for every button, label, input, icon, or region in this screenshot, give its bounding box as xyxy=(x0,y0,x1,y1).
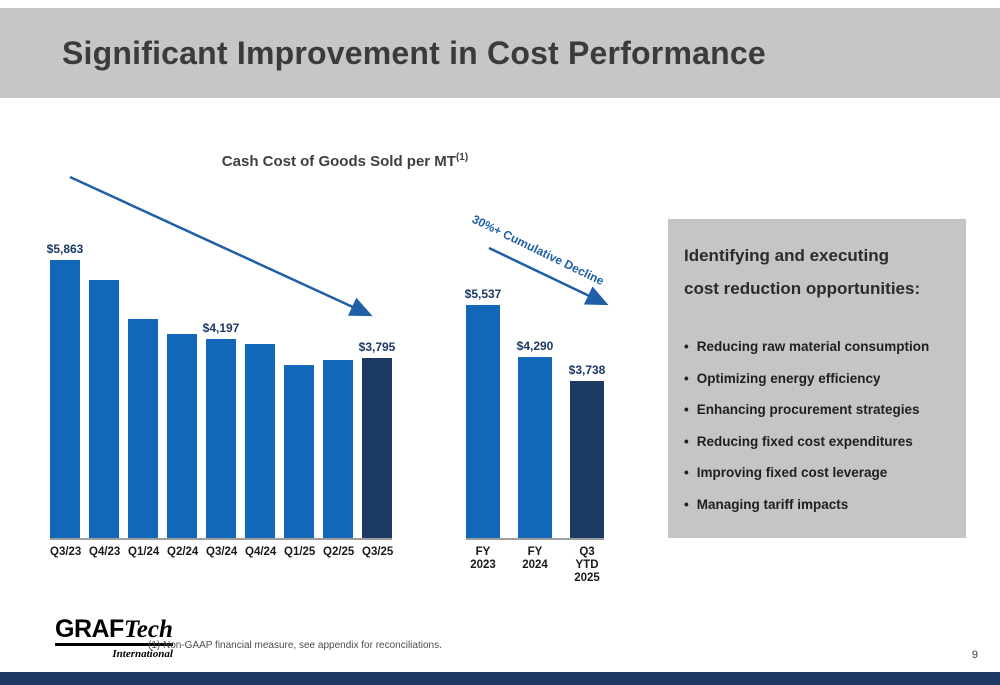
category-label: FY 2024 xyxy=(522,546,548,571)
bar-value-label: $5,863 xyxy=(46,242,84,256)
logo-part-tech: Tech xyxy=(123,616,173,643)
category-label: Q1/25 xyxy=(284,546,316,558)
quarterly-cost-bar-chart: $5,863 $4,197 $3,795 Q3/23 Q4/23 Q1/24 Q2/24 Q… xyxy=(47,230,396,559)
panel-bullet-list: • Reducing raw material consumption • Op… xyxy=(684,331,950,520)
bullet-icon: • xyxy=(684,370,689,386)
bullet-icon: • xyxy=(684,433,689,449)
bar-column xyxy=(128,301,158,538)
category-label: Q3/25 xyxy=(362,546,394,558)
bar xyxy=(167,334,197,538)
bar xyxy=(323,360,353,538)
list-item: • Enhancing procurement strategies xyxy=(684,394,950,426)
list-item: • Improving fixed cost leverage xyxy=(684,457,950,489)
bullet-text: Optimizing energy efficiency xyxy=(696,370,881,386)
bullet-icon: • xyxy=(684,402,689,417)
bar-column xyxy=(284,347,314,538)
panel-heading-line-2: cost reduction opportunities: xyxy=(684,279,921,298)
x-axis-labels: Q3/23 Q4/23 Q1/24 Q2/24 Q3/24 Q4/24 Q1/25 Q2/25… xyxy=(50,546,394,559)
bar-value-label: $3,738 xyxy=(568,363,606,377)
bar xyxy=(128,319,158,538)
category-label: Q4/24 xyxy=(245,546,277,558)
bar xyxy=(362,358,392,538)
page-number: 9 xyxy=(971,649,978,661)
bullet-text: Enhancing procurement strategies xyxy=(696,402,920,417)
bullet-text: Managing tariff impacts xyxy=(696,496,849,512)
bar-column: $5,863 xyxy=(47,242,83,538)
bar-column xyxy=(245,326,275,538)
category-label: Q1/24 xyxy=(128,546,160,558)
category-label: Q3/24 xyxy=(206,546,238,558)
list-item: • Managing tariff impacts xyxy=(684,489,950,521)
bullet-icon: • xyxy=(684,496,689,512)
list-item: • Reducing fixed cost expenditures xyxy=(684,426,950,458)
logo-subtitle: International xyxy=(112,648,173,660)
panel-heading-line-1: Identifying and executing xyxy=(684,246,889,265)
category-label: FY 2023 xyxy=(470,546,496,571)
bar xyxy=(206,339,236,538)
bullet-icon: • xyxy=(684,339,689,354)
bar-column xyxy=(323,342,353,538)
chart-title-footnote-ref: (1) xyxy=(455,152,469,163)
bullet-icon: • xyxy=(684,465,689,480)
logo-wordmark: GRAFTech xyxy=(55,617,173,646)
list-item: • Reducing raw material consumption xyxy=(684,331,950,363)
slide-header: Significant Improvement in Cost Performa… xyxy=(0,8,1000,98)
category-label: Q2/25 xyxy=(323,546,355,558)
bar-value-label: $4,290 xyxy=(516,339,554,353)
category-label: Q3 YTD 2025 xyxy=(574,546,600,584)
chart-title: Cash Cost of Goods Sold per MT(1) xyxy=(145,152,545,170)
bar-column: $5,537 xyxy=(464,287,502,538)
bar-column: $3,795 xyxy=(359,340,395,538)
footnote: (1) Non-GAAP financial measure, see appe… xyxy=(148,640,442,651)
logo-part-graf: GRAF xyxy=(55,615,124,643)
category-label: Q3/23 xyxy=(50,546,82,558)
bar-value-label: $5,537 xyxy=(464,287,502,301)
bar xyxy=(245,344,275,538)
bars-area: $5,863 $4,197 $3,795 xyxy=(47,230,395,540)
bar xyxy=(50,260,80,538)
bullet-text: Reducing fixed cost expenditures xyxy=(696,433,913,449)
bar-value-label: $4,197 xyxy=(202,321,240,335)
x-axis-labels: FY 2023 FY 2024 Q3 YTD 2025 xyxy=(466,546,604,585)
bar-column: $3,738 xyxy=(568,363,606,538)
footer-accent-bar xyxy=(0,672,1000,685)
bar-column xyxy=(167,316,197,538)
bar xyxy=(466,305,500,538)
page-title: Significant Improvement in Cost Performa… xyxy=(62,34,766,71)
bars-area: $5,537 $4,290 $3,738 xyxy=(464,230,606,540)
bar xyxy=(89,280,119,538)
bar-column: $4,197 xyxy=(203,321,239,538)
category-label: Q2/24 xyxy=(167,546,199,558)
bar-column xyxy=(89,262,119,538)
bar xyxy=(518,357,552,538)
panel-heading: Identifying and executing cost reduction… xyxy=(684,239,950,305)
bar-column: $4,290 xyxy=(516,339,554,538)
annual-cost-bar-chart: $5,537 $4,290 $3,738 FY 2023 FY 2024 Q3 YTD … xyxy=(464,230,606,585)
chart-title-text: Cash Cost of Goods Sold per MT xyxy=(221,153,456,170)
bar xyxy=(284,365,314,538)
graftech-logo: GRAFTech International xyxy=(55,617,173,660)
cost-reduction-panel: Identifying and executing cost reduction… xyxy=(668,219,966,538)
list-item: • Optimizing energy efficiency xyxy=(684,363,950,395)
bar xyxy=(570,381,604,538)
category-label: Q4/23 xyxy=(89,546,121,558)
bullet-text: Reducing raw material consumption xyxy=(696,339,930,354)
bar-value-label: $3,795 xyxy=(358,340,396,354)
bullet-text: Improving fixed cost leverage xyxy=(696,465,888,480)
